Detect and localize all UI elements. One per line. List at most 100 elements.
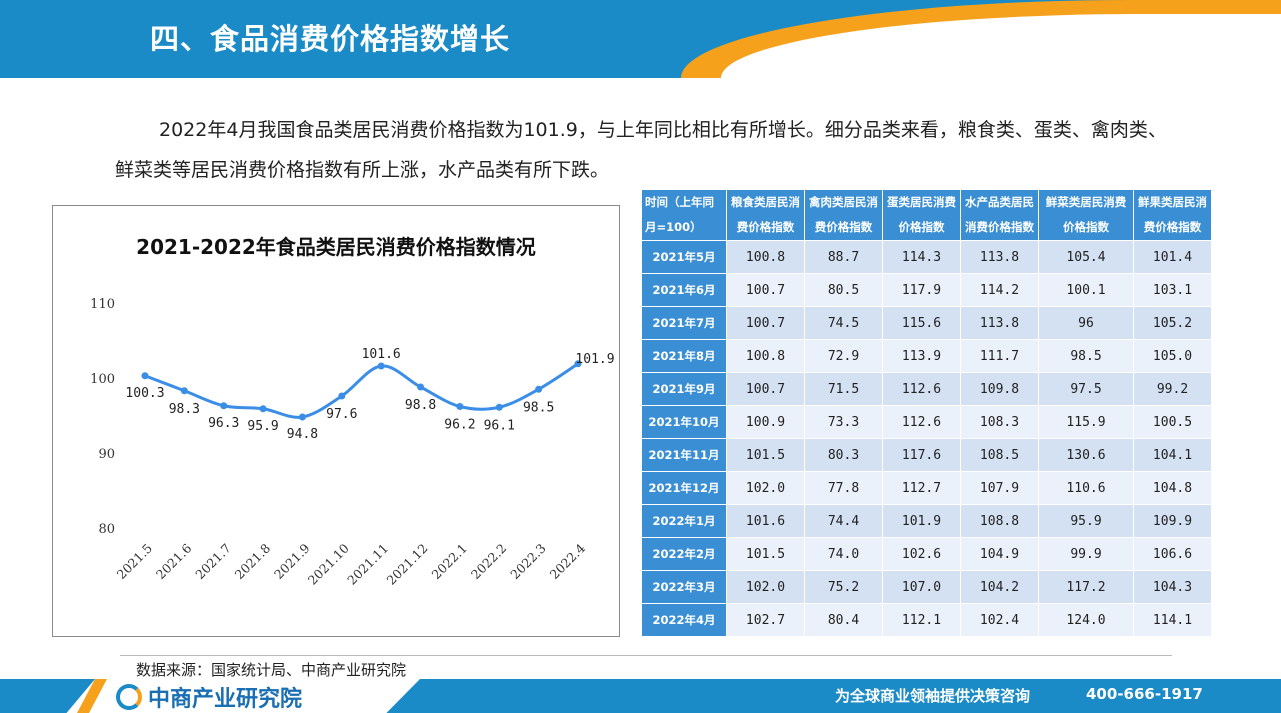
row-label-cell: 2021年10月 — [641, 405, 727, 439]
y-tick-label: 90 — [98, 447, 115, 462]
data-label: 101.6 — [362, 347, 401, 362]
data-point — [495, 403, 503, 411]
logo-icon — [116, 684, 142, 710]
table-cell: 113.9 — [882, 339, 961, 373]
data-point — [141, 372, 149, 380]
table-cell: 107.0 — [882, 570, 961, 604]
table-cell: 124.0 — [1038, 603, 1134, 637]
table-header-cell: 蛋类居民消费价格指数 — [882, 189, 961, 241]
table-cell: 100.7 — [726, 273, 805, 307]
data-label: 96.1 — [484, 418, 515, 433]
x-tick-label: 2022.3 — [507, 540, 549, 582]
x-tick-label: 2021.10 — [305, 540, 352, 587]
table-cell: 77.8 — [804, 471, 883, 505]
footer-phone: 400-666-1917 — [1086, 685, 1203, 703]
data-label: 97.6 — [326, 407, 357, 422]
row-label-cell: 2021年8月 — [641, 339, 727, 373]
table-cell: 111.7 — [960, 339, 1039, 373]
table-header-row: 时间（上年同月=100） 粮食类居民消费价格指数 禽肉类居民消费价格指数 蛋类居民消费… — [641, 189, 1212, 241]
y-tick-label: 110 — [90, 297, 115, 312]
table-cell: 115.6 — [882, 306, 961, 340]
table-cell: 114.1 — [1133, 603, 1212, 637]
table-cell: 80.5 — [804, 273, 883, 307]
x-tick-label: 2021.7 — [192, 540, 234, 582]
data-point — [417, 383, 425, 391]
row-label-cell: 2021年12月 — [641, 471, 727, 505]
data-label: 98.5 — [523, 400, 554, 415]
intro-paragraph: 2022年4月我国食品类居民消费价格指数为101.9，与上年同比相比有所增长。细… — [115, 119, 1167, 181]
table-cell: 101.4 — [1133, 240, 1212, 274]
table-header-cell: 鲜果类居民消费价格指数 — [1133, 189, 1212, 241]
table-cell: 100.8 — [726, 240, 805, 274]
data-point — [180, 387, 188, 395]
table-cell: 117.6 — [882, 438, 961, 472]
row-label-cell: 2021年5月 — [641, 240, 727, 274]
x-tick-label: 2021.8 — [232, 540, 274, 582]
table-header-cell: 鲜菜类居民消费价格指数 — [1038, 189, 1134, 241]
table-cell: 113.8 — [960, 306, 1039, 340]
table-cell: 88.7 — [804, 240, 883, 274]
table-cell: 103.1 — [1133, 273, 1212, 307]
row-label-cell: 2022年2月 — [641, 537, 727, 571]
footer-slogan: 为全球商业领袖提供决策咨询 — [835, 687, 1031, 705]
table-cell: 105.2 — [1133, 306, 1212, 340]
table-row: 2021年5月 100.8 88.7 114.3 113.8 105.4 101.4 — [641, 240, 1212, 274]
row-label-cell: 2021年7月 — [641, 306, 727, 340]
table-cell: 117.9 — [882, 273, 961, 307]
table-cell: 71.5 — [804, 372, 883, 406]
y-tick-label: 80 — [98, 522, 115, 537]
table-cell: 104.9 — [960, 537, 1039, 571]
table-cell: 112.6 — [882, 372, 961, 406]
series-line — [144, 362, 579, 419]
row-label-cell: 2022年4月 — [641, 603, 727, 637]
intro-text: 2022年4月我国食品类居民消费价格指数为101.9，与上年同比相比有所增长。细… — [115, 110, 1175, 190]
table-row: 2021年12月 102.0 77.8 112.7 107.9 110.6 104.8 — [641, 471, 1212, 505]
data-label: 101.9 — [575, 352, 614, 367]
footer-logo-text: 中商产业研究院 — [148, 687, 303, 712]
data-label: 98.8 — [405, 398, 436, 413]
table-cell: 80.3 — [804, 438, 883, 472]
table-cell: 73.3 — [804, 405, 883, 439]
data-point — [298, 413, 306, 421]
table-cell: 130.6 — [1038, 438, 1134, 472]
data-point — [377, 362, 385, 370]
y-tick-label: 100 — [90, 372, 115, 387]
table-cell: 107.9 — [960, 471, 1039, 505]
data-label: 94.8 — [287, 427, 318, 442]
table-cell: 114.2 — [960, 273, 1039, 307]
data-point — [220, 402, 228, 410]
x-tick-label: 2021.5 — [114, 541, 156, 583]
table-row: 2021年8月 100.8 72.9 113.9 111.7 98.5 105.0 — [641, 339, 1212, 373]
table-row: 2021年7月 100.7 74.5 115.6 113.8 96 105.2 — [641, 306, 1212, 340]
row-label-cell: 2022年3月 — [641, 570, 727, 604]
table-cell: 102.0 — [726, 471, 805, 505]
table-cell: 115.9 — [1038, 405, 1134, 439]
table-cell: 75.2 — [804, 570, 883, 604]
data-point — [456, 403, 464, 410]
table-cell: 74.5 — [804, 306, 883, 340]
table-cell: 101.6 — [726, 504, 805, 538]
table-cell: 114.3 — [882, 240, 961, 274]
table-header-cell: 时间（上年同月=100） — [641, 189, 727, 241]
table-cell: 98.5 — [1038, 339, 1134, 373]
table-row: 2022年1月 101.6 74.4 101.9 108.8 95.9 109.9 — [641, 504, 1212, 538]
table-row: 2021年10月 100.9 73.3 112.6 108.3 115.9 100.5 — [641, 405, 1212, 439]
table-header-cell: 水产品类居民消费价格指数 — [960, 189, 1039, 241]
x-tick-label: 2022.2 — [468, 541, 510, 583]
row-label-cell: 2021年9月 — [641, 372, 727, 406]
table-cell: 104.3 — [1133, 570, 1212, 604]
x-tick-label: 2022.1 — [428, 541, 470, 583]
table-cell: 109.9 — [1133, 504, 1212, 538]
table-cell: 104.1 — [1133, 438, 1212, 472]
x-tick-label: 2022.4 — [547, 540, 589, 582]
source-note: 数据来源：国家统计局、中商产业研究院 — [136, 661, 407, 679]
data-point — [574, 360, 582, 368]
data-label: 95.9 — [247, 419, 278, 434]
table-cell: 100.7 — [726, 306, 805, 340]
table-cell: 105.4 — [1038, 240, 1134, 274]
data-label: 100.3 — [125, 386, 164, 401]
table-cell: 74.4 — [804, 504, 883, 538]
table-cell: 102.6 — [882, 537, 961, 571]
x-tick-label: 2021.11 — [344, 541, 391, 588]
table-cell: 72.9 — [804, 339, 883, 373]
